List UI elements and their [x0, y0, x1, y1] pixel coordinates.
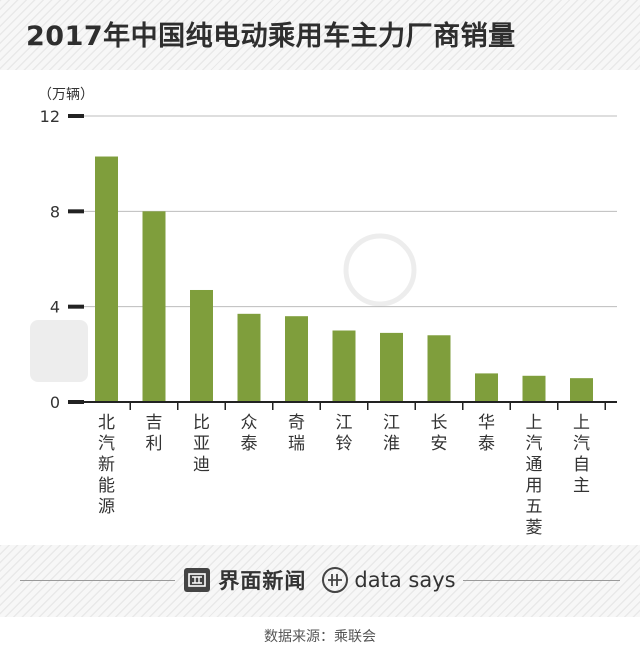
data-says-label: data says — [354, 568, 456, 592]
watermark-logo-icon — [30, 320, 88, 382]
x-tick-label: 江淮 — [383, 413, 400, 454]
x-tick-label: 众泰 — [241, 413, 258, 454]
footer-divider-right — [463, 580, 620, 581]
x-tick-label: 华泰 — [478, 413, 495, 454]
bar — [285, 316, 308, 402]
data-source: 数据来源：乘联会 — [264, 629, 376, 645]
title-background — [0, 0, 640, 70]
watermark — [30, 233, 417, 382]
data-says-logo-icon — [322, 567, 349, 593]
bar — [95, 156, 118, 402]
footer-divider-left — [20, 580, 175, 581]
bar — [570, 378, 593, 402]
chart-title: 2017年中国纯电动乘用车主力厂商销量 — [26, 21, 516, 52]
x-tick-label: 上汽通用五菱 — [526, 413, 543, 538]
x-tick-label: 江铃 — [336, 413, 353, 454]
bar — [190, 289, 213, 402]
bar — [142, 211, 166, 402]
bar — [332, 330, 356, 402]
bar — [522, 375, 546, 402]
brand-name: 界面新闻 — [218, 569, 307, 593]
bar — [237, 313, 261, 402]
x-tick-label: 北汽新能源 — [98, 413, 115, 517]
x-tick-label: 比亚迪 — [193, 413, 210, 475]
bar — [427, 335, 451, 402]
y-unit-label: （万辆） — [38, 87, 94, 103]
y-tick-label: 0 — [50, 393, 60, 412]
x-tick-label: 奇瑞 — [288, 413, 305, 454]
y-tick-label: 12 — [40, 107, 60, 126]
bar — [380, 332, 403, 402]
footer-brand: 界面新闻 data says — [0, 565, 640, 595]
watermark-circle-icon — [343, 233, 417, 307]
footer-background — [0, 545, 640, 617]
x-tick-label: 上汽自主 — [573, 413, 590, 496]
x-tick-label: 吉利 — [146, 413, 163, 454]
x-tick-label: 长安 — [431, 413, 448, 454]
y-tick-label: 8 — [50, 202, 60, 221]
jiemian-logo-icon — [184, 568, 211, 592]
bar — [475, 373, 498, 402]
y-tick-label: 4 — [50, 298, 60, 317]
